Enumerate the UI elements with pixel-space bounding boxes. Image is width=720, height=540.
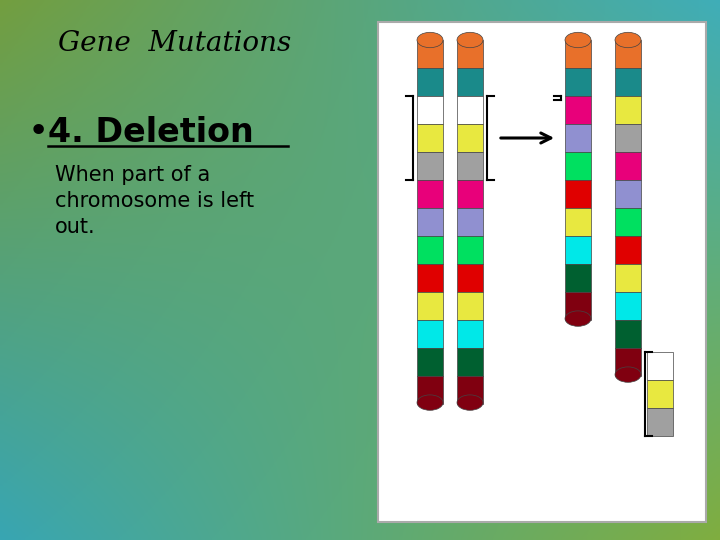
Bar	[457, 376, 483, 404]
Bar	[615, 236, 641, 264]
Bar	[457, 180, 483, 208]
Bar	[615, 152, 641, 180]
Bar	[615, 320, 641, 348]
Bar	[417, 236, 443, 264]
Ellipse shape	[565, 311, 591, 326]
Bar	[615, 124, 641, 152]
Bar	[417, 152, 443, 180]
Bar	[615, 348, 641, 376]
Bar	[565, 264, 591, 292]
Bar	[457, 152, 483, 180]
Bar	[417, 40, 443, 68]
Bar	[565, 68, 591, 96]
Bar	[615, 264, 641, 292]
Bar	[457, 348, 483, 376]
Bar	[565, 96, 591, 124]
Bar	[417, 208, 443, 236]
Bar	[647, 408, 673, 436]
Bar	[457, 68, 483, 96]
Bar	[457, 40, 483, 68]
Ellipse shape	[457, 32, 483, 48]
Bar	[457, 320, 483, 348]
Bar	[565, 292, 591, 320]
Ellipse shape	[615, 32, 641, 48]
Bar	[565, 40, 591, 68]
Bar	[417, 292, 443, 320]
Bar	[417, 376, 443, 404]
Bar	[565, 152, 591, 180]
Bar	[615, 40, 641, 68]
Bar	[565, 208, 591, 236]
Bar	[457, 292, 483, 320]
Bar	[565, 180, 591, 208]
Ellipse shape	[615, 367, 641, 382]
Bar	[615, 292, 641, 320]
Bar	[417, 124, 443, 152]
Bar	[457, 236, 483, 264]
Bar	[457, 96, 483, 124]
Bar	[457, 264, 483, 292]
Bar	[615, 208, 641, 236]
Bar	[417, 68, 443, 96]
Bar	[417, 264, 443, 292]
Bar	[565, 236, 591, 264]
Ellipse shape	[417, 32, 443, 48]
Bar	[378, 22, 706, 522]
Bar	[647, 380, 673, 408]
Ellipse shape	[417, 395, 443, 410]
Bar	[615, 180, 641, 208]
Text: Gene  Mutations: Gene Mutations	[58, 30, 292, 57]
Bar	[647, 352, 673, 380]
Text: When part of a: When part of a	[55, 165, 210, 185]
Bar	[615, 68, 641, 96]
Text: 4. Deletion: 4. Deletion	[48, 116, 253, 148]
Bar	[457, 124, 483, 152]
Bar	[615, 96, 641, 124]
Bar	[457, 208, 483, 236]
Bar	[417, 96, 443, 124]
Text: out.: out.	[55, 217, 96, 237]
Text: •: •	[28, 115, 49, 149]
Bar	[565, 124, 591, 152]
Bar	[417, 180, 443, 208]
Text: chromosome is left: chromosome is left	[55, 191, 254, 211]
Ellipse shape	[565, 32, 591, 48]
Bar	[417, 320, 443, 348]
Ellipse shape	[457, 395, 483, 410]
Bar	[417, 348, 443, 376]
